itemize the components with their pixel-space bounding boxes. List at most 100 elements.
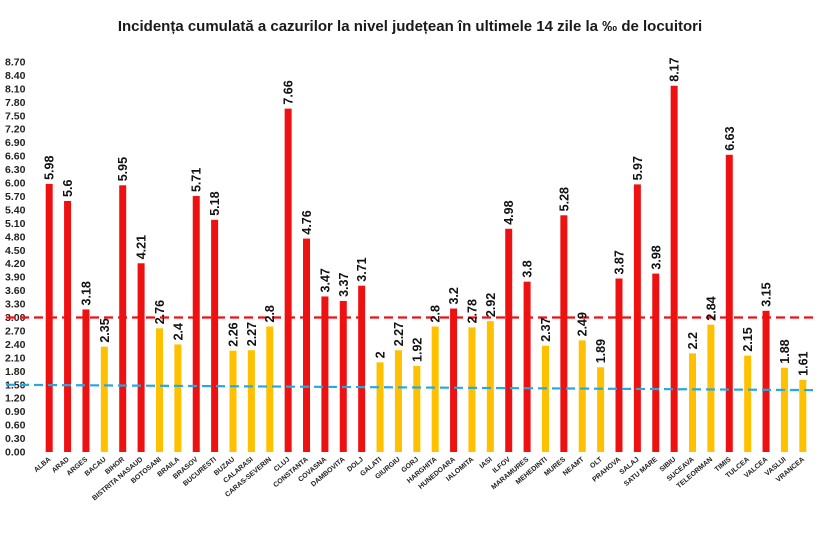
data-label: 6.63: [723, 126, 737, 150]
y-tick-label: 6.30: [5, 164, 26, 176]
bar: [689, 353, 697, 452]
y-tick-label: 2.10: [5, 352, 26, 364]
bar: [174, 344, 182, 452]
bar: [229, 350, 237, 452]
bar: [303, 238, 311, 452]
data-label: 8.17: [668, 57, 682, 81]
data-label: 3.47: [318, 268, 332, 292]
y-tick-label: 0.60: [5, 420, 26, 432]
y-tick-label: 8.10: [5, 83, 26, 95]
data-label: 2.26: [227, 322, 241, 346]
bar: [615, 278, 623, 452]
bar: [652, 273, 660, 452]
bar: [578, 340, 586, 452]
bar: [266, 326, 274, 452]
y-tick-label: 3.90: [5, 272, 26, 284]
data-label: 2.35: [98, 318, 112, 342]
bar: [321, 296, 329, 452]
bar: [284, 108, 292, 452]
data-label: 3.37: [337, 273, 351, 297]
y-tick-label: 2.40: [5, 339, 26, 351]
data-label: 2.8: [429, 305, 443, 322]
y-tick-label: 2.70: [5, 325, 26, 337]
data-label: 5.97: [631, 156, 645, 180]
data-label: 2.8: [263, 305, 277, 322]
y-tick-label: 0.30: [5, 433, 26, 445]
data-label: 3.87: [613, 250, 627, 274]
y-tick-label: 7.50: [5, 110, 26, 122]
bar: [247, 350, 255, 452]
bar: [505, 228, 513, 452]
data-label: 2: [374, 351, 388, 358]
data-label: 5.98: [43, 156, 57, 180]
bars: [45, 85, 807, 453]
data-label: 5.6: [61, 180, 75, 197]
y-tick-label: 3.30: [5, 299, 26, 311]
data-label: 1.89: [594, 339, 608, 363]
y-tick-label: 8.70: [5, 57, 26, 69]
chart-title: Incidența cumulată a cazurilor la nivel …: [118, 18, 702, 35]
data-label: 3.98: [649, 245, 663, 269]
y-tick-label: 0.00: [5, 447, 26, 459]
bar: [413, 365, 421, 452]
y-tick-label: 4.50: [5, 245, 26, 257]
bar: [137, 263, 145, 452]
data-label: 4.21: [135, 235, 149, 259]
y-axis: 0.00 0.300.60 0.901.20 1.501.80 2.102.40 2.70…: [5, 57, 26, 459]
y-tick-label: 7.20: [5, 124, 26, 136]
bar: [799, 379, 807, 452]
y-tick-label: 4.20: [5, 258, 26, 270]
data-label: 3.2: [447, 287, 461, 304]
data-labels: 5.98 5.6 3.18 2.35 5.95 4.21 2.76 2.4 5.71 5.18 2.…: [43, 57, 811, 375]
bar: [541, 345, 549, 452]
data-label: 2.4: [171, 323, 185, 340]
data-label: 1.92: [410, 338, 424, 362]
bar: [376, 362, 384, 452]
bar: [431, 326, 439, 452]
data-label: 2.37: [539, 317, 553, 341]
data-label: 2.27: [392, 322, 406, 346]
data-label: 5.18: [208, 191, 222, 215]
bar: [486, 321, 494, 452]
data-label: 2.84: [704, 296, 718, 320]
y-tick-label: 0.90: [5, 406, 26, 418]
y-tick-label: 1.50: [5, 379, 26, 391]
y-tick-label: 3.60: [5, 285, 26, 297]
y-tick-label: 6.60: [5, 151, 26, 163]
data-label: 5.95: [116, 157, 130, 181]
data-label: 5.28: [557, 187, 571, 211]
data-label: 2.2: [686, 332, 700, 349]
y-tick-label: 5.10: [5, 218, 26, 230]
threshold-lines: [5, 316, 817, 392]
bar: [762, 310, 770, 452]
data-label: 3.15: [760, 282, 774, 306]
bar: [394, 350, 402, 452]
bar: [82, 309, 90, 452]
bar: [192, 196, 200, 452]
bar: [119, 185, 127, 452]
bar: [560, 215, 568, 452]
y-tick-label: 7.80: [5, 97, 26, 109]
y-tick-label: 6.90: [5, 137, 26, 149]
bar: [450, 308, 458, 452]
y-tick-label: 3.00: [5, 312, 26, 324]
data-label: 2.15: [741, 327, 755, 351]
data-label: 2.92: [484, 293, 498, 317]
y-tick-label: 8.40: [5, 70, 26, 82]
y-tick-label: 6.00: [5, 178, 26, 190]
bar: [211, 219, 219, 452]
bar: [597, 367, 605, 452]
data-label: 5.71: [190, 168, 204, 192]
threshold-line-low: [5, 383, 817, 392]
bar: [64, 200, 72, 452]
data-label: 7.66: [282, 80, 296, 104]
bar: [725, 154, 733, 453]
data-label: 2.27: [245, 322, 259, 346]
y-tick-label: 5.70: [5, 191, 26, 203]
data-label: 2.78: [465, 299, 479, 323]
data-label: 3.71: [355, 257, 369, 281]
bar: [155, 328, 163, 452]
bar: [339, 300, 347, 452]
